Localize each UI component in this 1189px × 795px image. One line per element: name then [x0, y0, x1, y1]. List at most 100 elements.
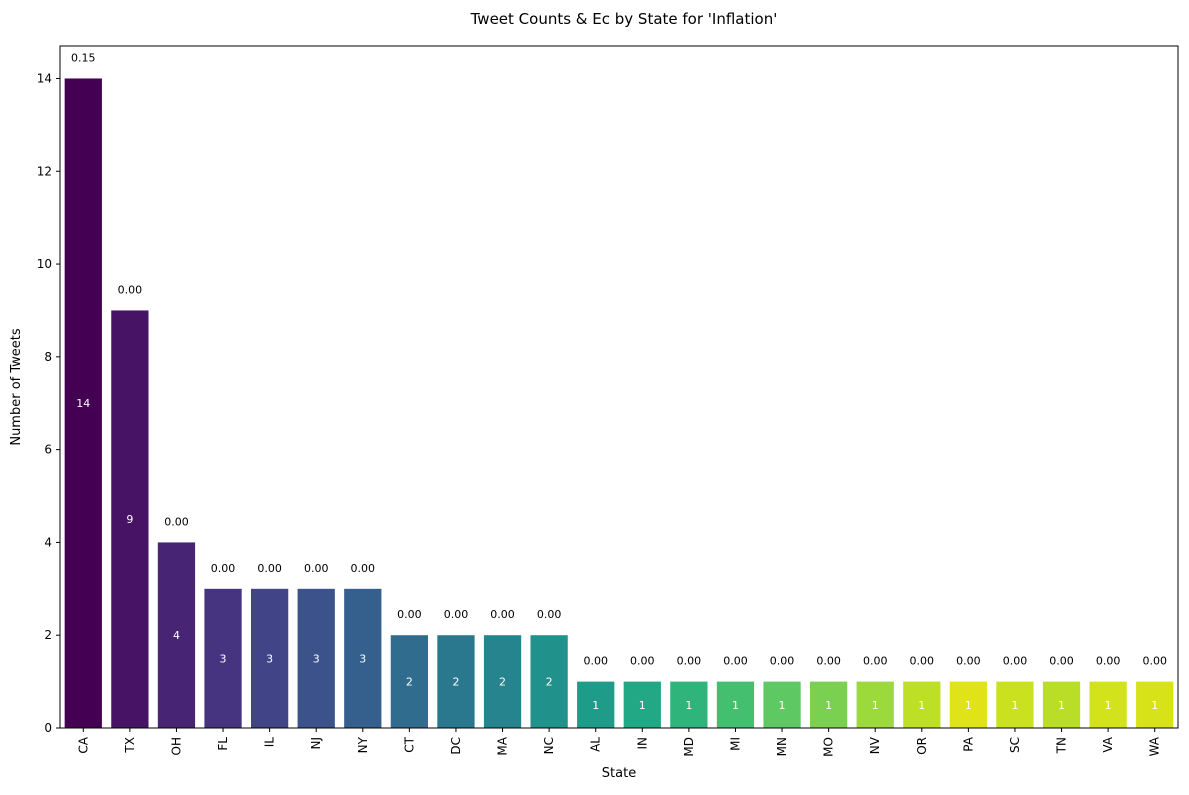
x-tick-label-mi: MI: [728, 737, 742, 751]
top-label-il: 0.00: [257, 562, 282, 575]
bar-md: [670, 681, 708, 728]
x-tick-label-va: VA: [1101, 736, 1115, 752]
value-label-va: 1: [1105, 699, 1112, 712]
y-tick-label-6: 6: [44, 443, 52, 457]
top-label-wa: 0.00: [1142, 655, 1167, 668]
bar-mn: [763, 681, 801, 728]
top-label-va: 0.00: [1096, 655, 1121, 668]
bar-wa: [1136, 681, 1174, 728]
value-label-dc: 2: [452, 676, 459, 689]
value-label-nv: 1: [872, 699, 879, 712]
value-label-nc: 2: [546, 676, 553, 689]
x-tick-label-nc: NC: [542, 737, 556, 754]
value-label-in: 1: [639, 699, 646, 712]
top-label-mn: 0.00: [770, 655, 795, 668]
top-label-ma: 0.00: [490, 608, 515, 621]
x-axis: CA TX OH FL IL NJ NY CT DC MA NC AL IN MD MI MN MO NV OR PA…: [76, 728, 1162, 757]
top-label-sc: 0.00: [1003, 655, 1028, 668]
x-tick-label-wa: WA: [1148, 736, 1162, 756]
value-label-ct: 2: [406, 676, 413, 689]
x-tick-label-md: MD: [682, 737, 696, 757]
bar-or: [903, 681, 941, 728]
top-label-dc: 0.00: [444, 608, 469, 621]
top-label-md: 0.00: [677, 655, 702, 668]
x-tick-label-tn: TN: [1055, 737, 1069, 754]
top-label-fl: 0.00: [211, 562, 236, 575]
top-label-pa: 0.00: [956, 655, 981, 668]
x-tick-label-ct: CT: [402, 736, 416, 752]
bar-ct: [390, 635, 429, 728]
x-tick-label-tx: TX: [123, 737, 137, 754]
x-tick-label-ca: CA: [76, 736, 90, 753]
bar-fl: [204, 588, 242, 728]
top-label-mi: 0.00: [723, 655, 748, 668]
top-label-or: 0.00: [910, 655, 935, 668]
top-label-ca: 0.15: [71, 51, 96, 64]
bar-nv: [856, 681, 894, 728]
top-label-in: 0.00: [630, 655, 655, 668]
value-label-fl: 3: [220, 652, 227, 665]
y-tick-label-10: 10: [37, 257, 52, 271]
bar-pa: [949, 681, 988, 728]
bar-al: [577, 681, 615, 728]
bar-tx: [111, 310, 149, 728]
bar-va: [1089, 681, 1127, 728]
bar-oh: [157, 542, 196, 728]
value-label-sc: 1: [1011, 699, 1018, 712]
y-axis-label: Number of Tweets: [9, 328, 24, 446]
top-label-nv: 0.00: [863, 655, 888, 668]
top-label-tn: 0.00: [1049, 655, 1074, 668]
top-label-nc: 0.00: [537, 608, 562, 621]
value-label-md: 1: [685, 699, 692, 712]
value-label-mi: 1: [732, 699, 739, 712]
x-tick-label-il: IL: [263, 737, 277, 748]
plot-frame: [59, 45, 1179, 729]
value-label-mo: 1: [825, 699, 832, 712]
x-tick-label-ny: NY: [356, 736, 370, 753]
value-label-tn: 1: [1058, 699, 1065, 712]
y-tick-label-12: 12: [37, 164, 52, 178]
x-tick-label-mo: MO: [822, 737, 836, 757]
value-label-tx: 9: [126, 513, 133, 526]
y-tick-label-8: 8: [44, 350, 52, 364]
bar-dc: [437, 635, 475, 728]
value-label-wa: 1: [1151, 699, 1158, 712]
top-label-mo: 0.00: [816, 655, 841, 668]
value-label-ma: 2: [499, 676, 506, 689]
x-tick-label-dc: DC: [449, 737, 463, 755]
top-label-ny: 0.00: [351, 562, 376, 575]
bar-mi: [716, 681, 755, 728]
x-axis-label: State: [602, 766, 636, 781]
x-tick-label-oh: OH: [169, 737, 183, 755]
bars-group: 0.15 14 0.00 9 0.00 4 0.00 3 0.00 3 0.00 3 0.00 3 0.00…: [64, 51, 1174, 728]
x-tick-label-sc: SC: [1008, 737, 1022, 753]
y-tick-label-4: 4: [44, 535, 52, 549]
x-tick-label-in: IN: [635, 737, 649, 750]
y-tick-label-2: 2: [44, 628, 52, 642]
value-label-pa: 1: [965, 699, 972, 712]
bar-mo: [809, 681, 848, 728]
top-label-nj: 0.00: [304, 562, 329, 575]
bar-nc: [530, 635, 568, 728]
x-tick-label-ma: MA: [496, 736, 510, 755]
bar-ny: [344, 588, 382, 728]
x-tick-label-fl: FL: [216, 737, 230, 751]
x-tick-label-al: AL: [589, 737, 603, 752]
value-label-ca: 14: [76, 397, 90, 410]
value-label-or: 1: [918, 699, 925, 712]
y-tick-label-14: 14: [37, 71, 52, 85]
x-tick-label-or: OR: [915, 737, 929, 755]
value-label-al: 1: [592, 699, 599, 712]
top-label-ct: 0.00: [397, 608, 422, 621]
y-axis: 0 2 4 6 8 10 12 14: [37, 71, 60, 735]
bar-il: [250, 588, 289, 728]
value-label-il: 3: [266, 652, 273, 665]
x-tick-label-pa: PA: [961, 736, 975, 751]
value-label-nj: 3: [313, 652, 320, 665]
bar-in: [623, 681, 661, 728]
x-tick-label-nj: NJ: [309, 737, 323, 750]
bar-nj: [297, 588, 335, 728]
bar-ca: [64, 78, 102, 728]
